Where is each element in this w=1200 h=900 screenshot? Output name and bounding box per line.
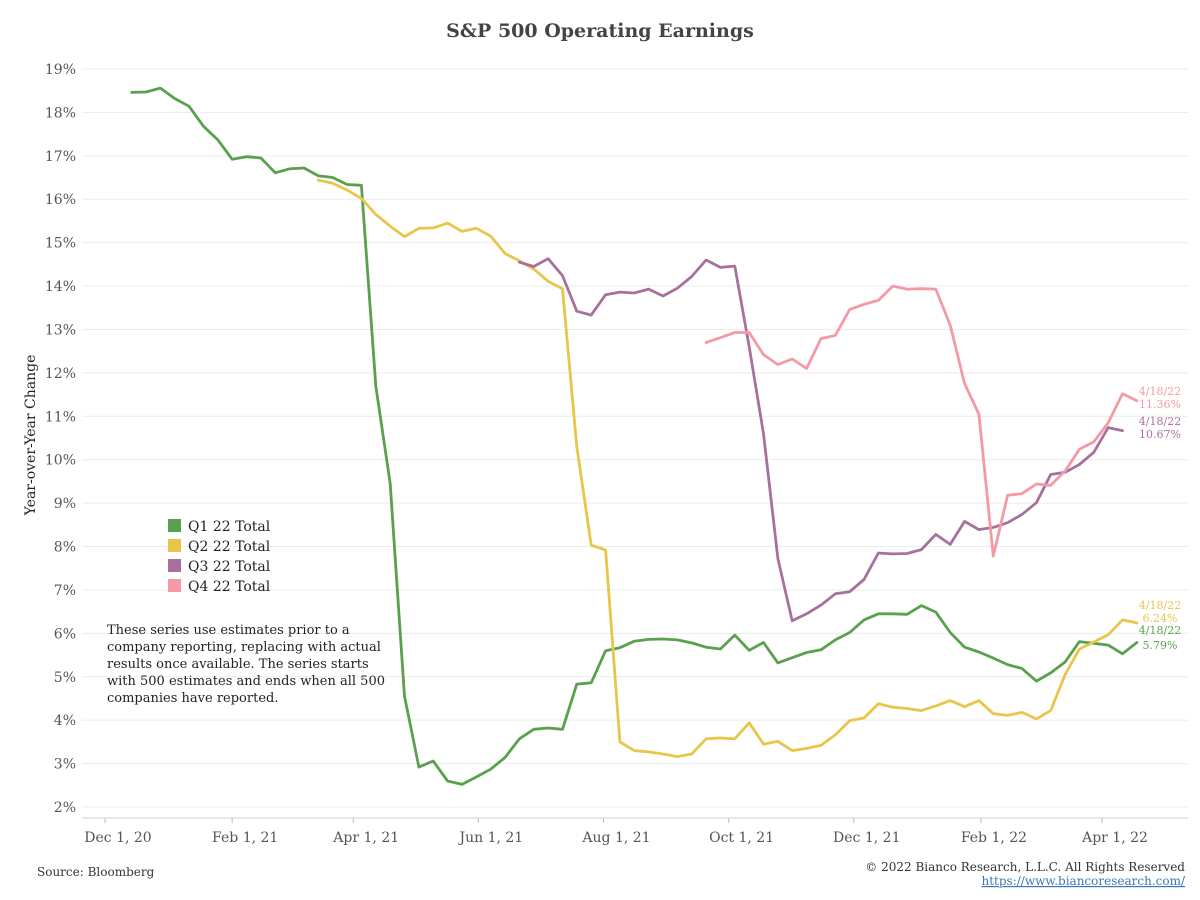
legend-label: Q3 22 Total <box>188 559 271 575</box>
end-labels: 4/18/225.79%4/18/226.24%4/18/2210.67%4/1… <box>1139 385 1181 652</box>
x-tick-label: Feb 1, 21 <box>212 830 278 846</box>
gridlines <box>82 68 1188 808</box>
x-tick-label: Jun 1, 21 <box>458 830 524 846</box>
legend-swatch <box>168 579 181 592</box>
series-line-4 <box>704 284 1139 558</box>
series-lines <box>130 86 1139 786</box>
end-date-label: 4/18/22 <box>1139 599 1181 612</box>
legend-swatch <box>168 519 181 532</box>
annotation-line: results once available. The series start… <box>107 657 369 672</box>
x-tick-label: Feb 1, 22 <box>961 830 1027 846</box>
legend-swatch <box>168 539 181 552</box>
y-tick-label: 5% <box>54 670 76 686</box>
y-tick-label: 4% <box>54 713 76 729</box>
series-line-1 <box>130 86 1139 786</box>
annotation-line: companies have reported. <box>107 691 278 706</box>
legend: Q1 22 Total Q2 22 Total Q3 22 Total Q4 22 T… <box>168 519 271 595</box>
y-tick-label: 9% <box>54 496 76 512</box>
legend-label: Q1 22 Total <box>188 519 271 535</box>
y-tick-label: 15% <box>45 236 76 252</box>
y-tick-label: 10% <box>45 453 76 469</box>
legend-swatch <box>168 559 181 572</box>
y-tick-label: 11% <box>45 409 76 425</box>
end-date-label: 4/18/22 <box>1139 415 1181 428</box>
copyright-text: © 2022 Bianco Research, L.L.C. All Right… <box>865 860 1185 874</box>
legend-label: Q4 22 Total <box>188 579 271 595</box>
end-date-label: 4/18/22 <box>1139 385 1181 398</box>
y-tick-label: 7% <box>54 583 76 599</box>
series-line-3 <box>518 257 1124 623</box>
y-tick-label: 18% <box>45 105 76 121</box>
y-tick-label: 14% <box>45 279 76 295</box>
legend-label: Q2 22 Total <box>188 539 271 555</box>
x-tick-label: Apr 1, 22 <box>1081 830 1148 846</box>
x-tick-label: Oct 1, 21 <box>709 830 774 846</box>
website-link[interactable]: https://www.biancoresearch.com/ <box>981 874 1185 888</box>
y-tick-label: 3% <box>54 757 76 773</box>
annotation-line: These series use estimates prior to a <box>107 623 350 638</box>
y-tick-label: 6% <box>54 626 76 642</box>
y-tick-label: 8% <box>54 540 76 556</box>
x-tick-label: Aug 1, 21 <box>581 830 650 846</box>
source-text: Source: Bloomberg <box>37 865 155 879</box>
end-value-label: 11.36% <box>1139 398 1181 411</box>
chart-title: S&P 500 Operating Earnings <box>446 20 754 42</box>
annotation-line: with 500 estimates and ends when all 500 <box>107 674 385 689</box>
x-tick-label: Dec 1, 20 <box>84 830 151 846</box>
end-value-label: 6.24% <box>1143 612 1178 625</box>
y-tick-label: 16% <box>45 192 76 208</box>
y-tick-label: 2% <box>54 800 76 816</box>
end-value-label: 5.79% <box>1143 639 1178 652</box>
end-value-label: 10.67% <box>1139 428 1181 441</box>
x-tick-label: Dec 1, 21 <box>833 830 900 846</box>
annotation-note: These series use estimates prior to a com… <box>107 623 385 706</box>
y-axis-label: Year-over-Year Change <box>23 355 39 517</box>
y-tick-label: 17% <box>45 149 76 165</box>
x-axis: Dec 1, 20 Feb 1, 21 Apr 1, 21 Jun 1, 21 Aug … <box>84 818 1148 846</box>
series-line-2 <box>316 178 1139 758</box>
end-date-label: 4/18/22 <box>1139 624 1181 637</box>
y-axis: 2% 3% 4% 5% 6% 7% 8% 9% 10% 11% 12% 13% 14% 15% 16% 17%… <box>45 62 76 816</box>
y-tick-label: 13% <box>45 322 76 338</box>
y-tick-label: 19% <box>45 62 76 78</box>
x-tick-label: Apr 1, 21 <box>332 830 399 846</box>
y-tick-label: 12% <box>45 366 76 382</box>
annotation-line: company reporting, replacing with actual <box>107 640 381 655</box>
